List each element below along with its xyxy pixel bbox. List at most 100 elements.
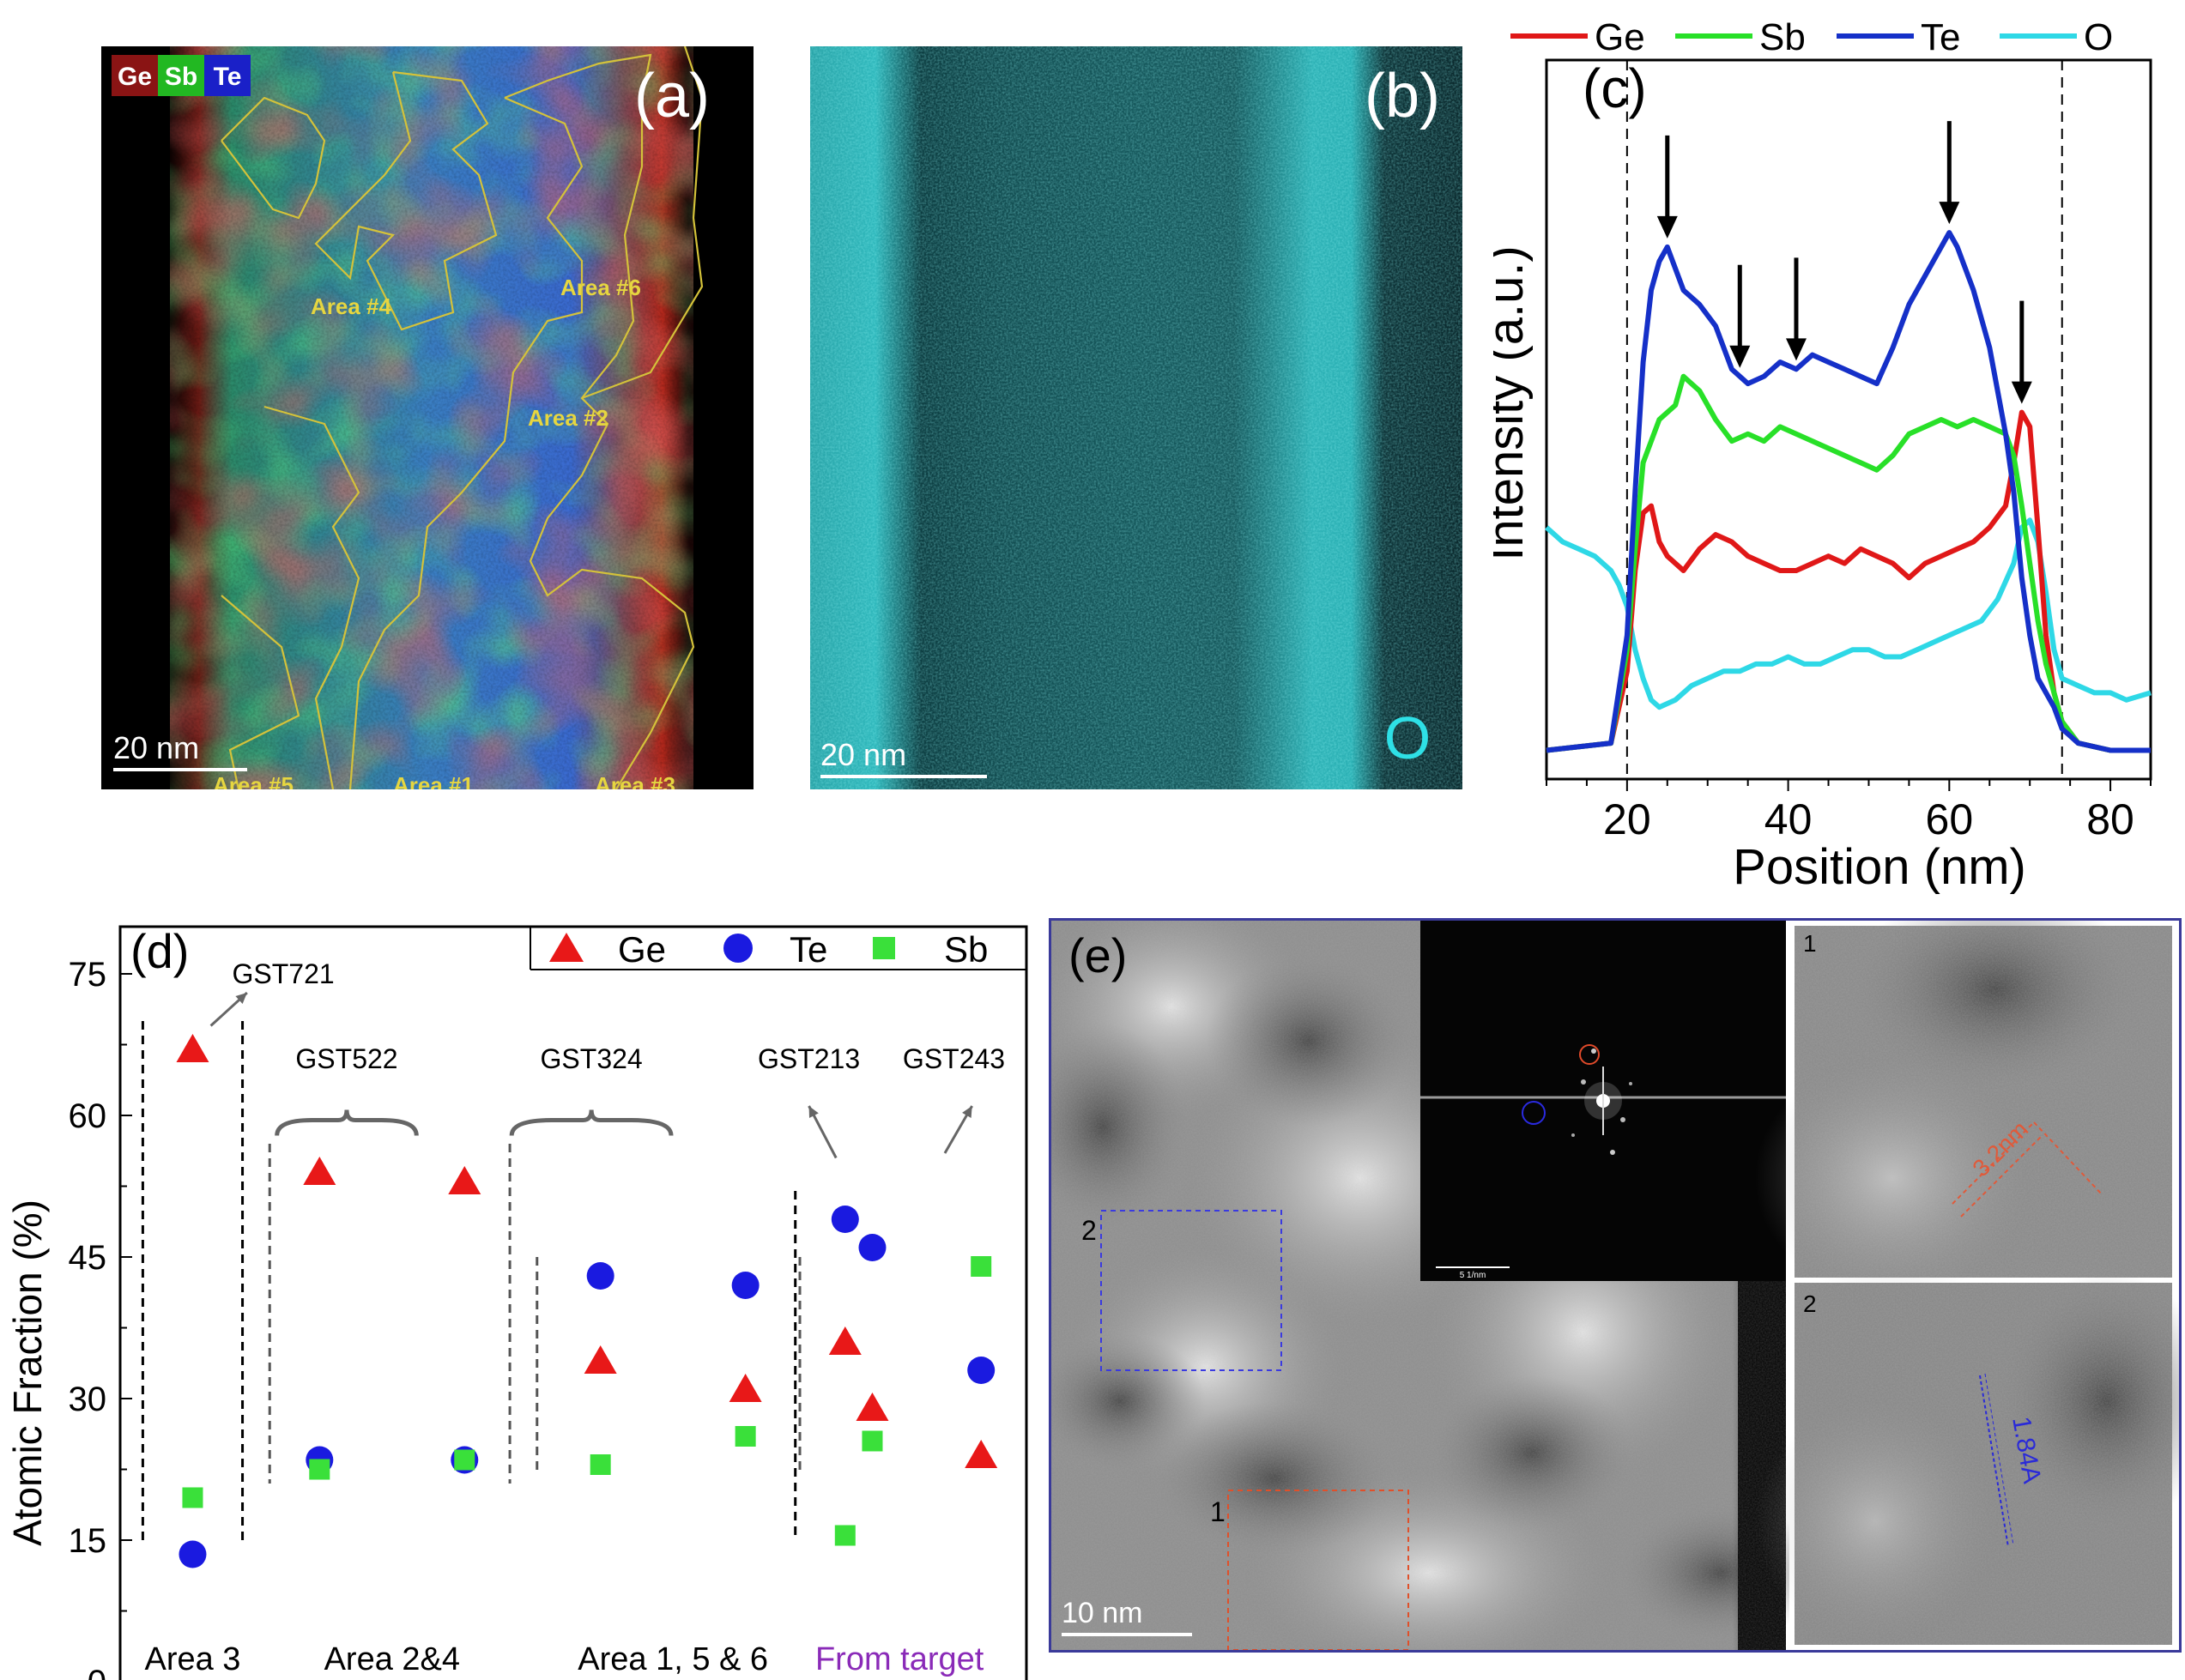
chart-c-ylabel: Intensity (a.u.) (1493, 245, 1534, 560)
point-ge (856, 1393, 889, 1421)
y-tick-label: 30 (69, 1381, 107, 1418)
panel-a-svg: Area #4 Area #6 Area #2 Area #5 Area #1 … (101, 45, 754, 798)
legend-text-sb: Sb (1759, 16, 1806, 58)
legend-text-ge: Ge (618, 929, 666, 970)
box-2 (1100, 1210, 1282, 1371)
chart-c-xlabel: Position (nm) (1733, 839, 2026, 895)
y-tick-label: 75 (69, 956, 107, 994)
chart-c-svg: Ge Sb Te O 20 40 60 80 (c) Intensity (a.u.) Po… (1478, 16, 2152, 895)
x-tick-label: 80 (2086, 795, 2134, 843)
scale-bar-e-label: 10 nm (1062, 1597, 1143, 1629)
fft-inset: 5 1/nm (1420, 921, 1786, 1281)
fft-spot-red-circle (1579, 1044, 1600, 1065)
point-te (586, 1262, 614, 1290)
group-label-4: From target (815, 1641, 984, 1677)
area-5-label: Area #5 (213, 772, 294, 789)
legend-marker-sb (873, 937, 895, 959)
panel-b-oxygen-map: (b) 20 nm O (810, 46, 1462, 789)
point-sb (834, 1525, 856, 1546)
point-ge (584, 1345, 617, 1374)
composition-label-gst522: GST522 (295, 1043, 397, 1074)
point-te (967, 1357, 996, 1384)
composition-label-gst324: GST324 (541, 1043, 643, 1074)
inset-2: 1.84A 2 (1755, 1272, 2185, 1645)
point-sb (454, 1449, 475, 1471)
scale-bar-a-label: 20 nm (113, 730, 199, 765)
arrow-head-2 (1729, 345, 1751, 368)
area-2-label: Area #2 (528, 405, 608, 431)
legend-text-sb: Sb (944, 929, 988, 970)
legend-text-te: Te (1921, 16, 1960, 58)
arrow-head-4 (1939, 202, 1960, 225)
panel-e-label: (e) (1068, 928, 1127, 982)
arrow-head-1 (1656, 215, 1678, 239)
arrow-gst721-head (235, 993, 247, 1004)
series-line-ge (1546, 409, 2151, 753)
legend-text-te: Te (790, 929, 827, 970)
point-te (731, 1272, 760, 1299)
area-3-label: Area #3 (595, 772, 675, 789)
area-6-label: Area #6 (560, 275, 641, 300)
group-label-1: Area 3 (144, 1641, 240, 1677)
panel-e-svg: 5 1/nm 2 1 (e) 10 nm 3.2nm 1 (1017, 886, 2185, 1676)
arrow-head-3 (1785, 338, 1807, 361)
point-ge (828, 1326, 862, 1355)
arrow-gst213-head (808, 1106, 819, 1118)
panel-e-hrtem: 5 1/nm 2 1 (e) 10 nm 3.2nm 1 (1017, 886, 2185, 1676)
legend-marker-ge (549, 933, 584, 962)
panel-b-svg: (b) 20 nm O (810, 46, 1462, 789)
legend-text-o: O (2084, 16, 2113, 58)
inset-2-label: 2 (1803, 1290, 1817, 1317)
point-te (858, 1234, 887, 1261)
element-legend-a: Ge Sb Te (112, 55, 251, 96)
y-tick-label: 15 (69, 1522, 107, 1560)
y-tick-label: 45 (69, 1239, 107, 1277)
y-tick-label: 0 (88, 1664, 106, 1680)
scale-bar-b-label: 20 nm (820, 737, 906, 772)
chart-d-ylabel: Atomic Fraction (%) (5, 1200, 50, 1546)
brace (275, 1109, 419, 1136)
chart-c-legend: Ge Sb Te O (1510, 16, 2113, 58)
legend-te: Te (214, 63, 242, 91)
legend-text-ge: Ge (1595, 16, 1645, 58)
arrow-head-5 (2011, 381, 2032, 404)
point-te (179, 1540, 207, 1568)
panel-b-label: (b) (1365, 62, 1440, 130)
composition-label-gst243: GST243 (903, 1043, 1005, 1074)
inset-1-label: 1 (1803, 930, 1817, 957)
oxygen-element-label: O (1384, 704, 1431, 771)
area-outlines (221, 45, 704, 790)
point-ge (303, 1157, 336, 1185)
legend-ge: Ge (118, 63, 152, 91)
point-ge (965, 1440, 998, 1468)
point-ge (176, 1034, 209, 1062)
chart-d-legend: Ge Te Sb (549, 929, 988, 970)
x-tick-label: 40 (1764, 795, 1813, 843)
composition-label-gst721: GST721 (232, 958, 334, 989)
x-tick-label: 20 (1603, 795, 1651, 843)
inset-1: 3.2nm 1 (1755, 886, 2172, 1298)
box-2-label: 2 (1081, 1215, 1097, 1246)
point-sb (735, 1426, 756, 1447)
point-ge (448, 1166, 481, 1194)
point-te (831, 1206, 859, 1233)
fft-scale-label: 5 1/nm (1460, 1271, 1486, 1280)
series-line-te (1546, 230, 2151, 753)
composition-label-gst213: GST213 (758, 1043, 860, 1074)
series-line-sb (1546, 373, 2151, 753)
point-sb (971, 1256, 992, 1277)
x-tick-label: 60 (1926, 795, 1974, 843)
legend-marker-te (723, 934, 753, 963)
panel-c-label: (c) (1583, 57, 1647, 119)
panel-d-label: (d) (130, 924, 189, 978)
panel-d-composition: Ge Te Sb 0 15 30 45 60 75 Area 3 Area 2&4 Area 1,… (0, 892, 1046, 1680)
panel-c-line-profile: Ge Sb Te O 20 40 60 80 (c) Intensity (a.u.) Po… (1478, 0, 2185, 918)
brace (509, 1109, 674, 1136)
point-sb (862, 1430, 883, 1452)
point-sb (182, 1487, 203, 1508)
chart-d-svg: Ge Te Sb 0 15 30 45 60 75 Area 3 Area 2&4 Area 1,… (5, 924, 1046, 1680)
box-1-label: 1 (1210, 1496, 1226, 1527)
chart-d-frame (118, 925, 1028, 1680)
group-label-3: Area 1, 5 & 6 (578, 1641, 768, 1677)
